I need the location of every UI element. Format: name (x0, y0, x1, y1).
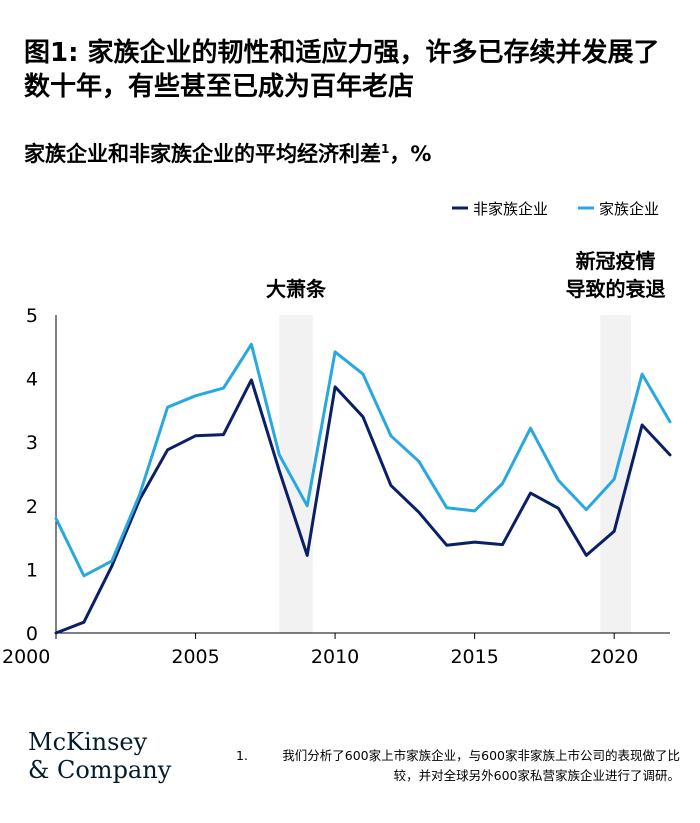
shaded-period-label-1-1: 导致的衰退 (566, 277, 666, 301)
y-tick-label-4: 4 (26, 369, 38, 391)
chart-subtitle: 家族企业和非家族企业的平均经济利差1，% (24, 138, 431, 168)
chart-title: 图1: 家族企业的韧性和适应力强，许多已存续并发展了数十年，有些甚至已成为百年老… (24, 38, 660, 102)
subtitle-unit: ，% (389, 142, 432, 166)
y-tick-label-5: 5 (26, 305, 38, 327)
x-tick-label-2015: 2015 (450, 646, 498, 668)
shaded-period-label-1-0: 新冠疫情 (576, 249, 656, 273)
subtitle-text: 家族企业和非家族企业的平均经济利差 (24, 142, 381, 166)
legend-label-1: 家族企业 (599, 200, 659, 218)
x-tick-label-2020: 2020 (590, 646, 638, 668)
series-line-1 (54, 342, 672, 578)
x-tick-label-2000: 2000 (2, 646, 50, 668)
x-tick-label-2005: 2005 (171, 646, 219, 668)
legend-label-0: 非家族企业 (473, 200, 548, 218)
x-tick-label-2010: 2010 (311, 646, 359, 668)
shaded-period-label-0-0: 大萧条 (266, 277, 327, 301)
y-tick-label-1: 1 (26, 559, 38, 581)
footnote: 1. 我们分析了600家上市家族企业，与600家非家族上市公司的表现做了比较，并… (236, 746, 680, 786)
shaded-period-0 (279, 315, 313, 633)
y-tick-label-0: 0 (26, 623, 38, 645)
logo-line-1: McKinsey (28, 728, 148, 756)
y-tick-label-3: 3 (26, 432, 38, 454)
footnote-text: 我们分析了600家上市家族企业，与600家非家族上市公司的表现做了比较，并对全球… (282, 748, 680, 783)
footnote-number: 1. (236, 748, 248, 763)
mckinsey-logo: McKinsey & Company (28, 728, 171, 784)
footnote-marker: 1 (381, 142, 390, 156)
series-line-0 (54, 378, 672, 635)
y-tick-label-2: 2 (26, 496, 38, 518)
logo-line-2: & Company (28, 756, 172, 784)
